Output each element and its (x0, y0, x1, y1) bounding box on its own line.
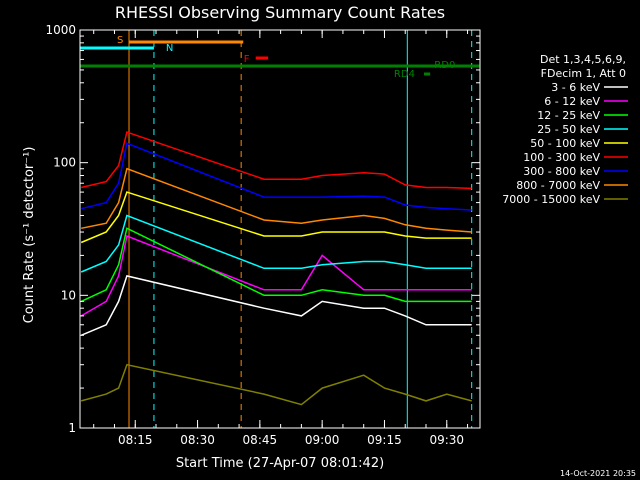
series-line-2 (80, 227, 472, 303)
legend-header-line-2: FDecim 1, Att 0 (541, 67, 626, 80)
y-tick-label: 1000 (45, 23, 76, 37)
legend-entry-label: 50 - 100 keV (530, 137, 600, 150)
flag-label-s: S (117, 35, 123, 46)
legend-entry-label: 300 - 800 keV (523, 165, 600, 178)
legend-entry-label: 6 - 12 keV (544, 95, 600, 108)
x-tick-label: 09:30 (429, 433, 464, 447)
legend-entry-label: 800 - 7000 keV (516, 179, 600, 192)
chart-title: RHESSI Observing Summary Count Rates (115, 3, 445, 22)
series-line-3 (80, 214, 472, 273)
flag-label-f: F (244, 54, 250, 65)
series-line-8 (81, 363, 472, 406)
x-tick-label: 08:30 (180, 433, 215, 447)
series-line-7 (81, 167, 472, 233)
series-line-6 (81, 142, 472, 211)
legend-entry-label: 25 - 50 keV (537, 123, 600, 136)
series-line-5 (81, 131, 472, 190)
footer-date: 14-Oct-2021 20:35 (560, 469, 636, 478)
series-line-1 (80, 234, 472, 317)
x-tick-label: 09:00 (305, 433, 340, 447)
legend-entry-label: 7000 - 15000 keV (502, 193, 600, 206)
y-tick-label: 10 (61, 288, 76, 302)
x-tick-label: 09:15 (367, 433, 402, 447)
x-axis-label: Start Time (27-Apr-07 08:01:42) (176, 456, 384, 471)
x-tick-label: 08:15 (118, 433, 153, 447)
y-tick-label: 1 (68, 421, 76, 435)
legend-header-line-1: Det 1,3,4,5,6,9, (540, 53, 626, 66)
legend-header: Det 1,3,4,5,6,9, FDecim 1, Att 0 (540, 53, 626, 80)
series-line-0 (80, 275, 472, 336)
flag-label-n: N (166, 43, 173, 54)
flag-label-rd0: RD0 (434, 60, 455, 71)
plot-frame (79, 29, 481, 429)
flag-label-rd4: RD4 (394, 69, 415, 80)
series-line-4 (80, 191, 472, 244)
y-tick-label: 100 (53, 156, 76, 170)
legend-entry-label: 100 - 300 keV (523, 151, 600, 164)
legend-entry-label: 12 - 25 keV (537, 109, 600, 122)
x-tick-label: 08:45 (243, 433, 278, 447)
legend-entry-label: 3 - 6 keV (551, 81, 600, 94)
y-axis-label: Count Rate (s⁻¹ detector⁻¹) (22, 147, 37, 324)
